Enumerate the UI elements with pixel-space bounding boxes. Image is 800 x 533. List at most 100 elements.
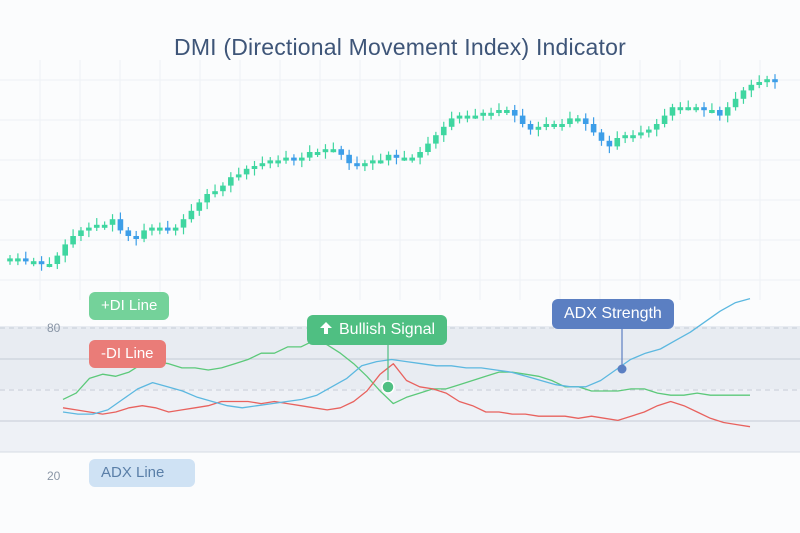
candle-body: [322, 149, 329, 153]
candle-body: [409, 157, 416, 161]
candle-body: [724, 107, 731, 116]
bullish-signal-marker: [381, 380, 395, 394]
candle-body: [740, 90, 747, 99]
plus-di-label: +DI Line: [89, 292, 170, 320]
candle-body: [448, 118, 455, 127]
arrow-up-icon: [320, 322, 332, 334]
candle-body: [15, 258, 21, 262]
candle-body: [30, 261, 37, 265]
candle-body: [180, 219, 187, 228]
adx-line: [62, 297, 751, 415]
candle-body: [527, 124, 534, 130]
candle-body: [212, 191, 218, 195]
candle-body: [362, 163, 368, 167]
candle-body: [22, 258, 29, 262]
candle-body: [275, 160, 281, 164]
candle-body: [575, 118, 581, 122]
candle-body: [314, 152, 321, 155]
candle-body: [354, 163, 360, 167]
candle-body: [267, 160, 274, 164]
y-tick-80: 80: [47, 321, 61, 335]
candle-body: [86, 227, 92, 231]
candle-body: [622, 135, 628, 139]
candle-body: [677, 107, 684, 111]
candle-body: [196, 202, 203, 211]
candle-body: [259, 163, 266, 167]
adx-label: ADX Line: [89, 459, 195, 487]
candle-body: [543, 124, 550, 127]
candle-body: [582, 118, 589, 124]
candle-body: [480, 112, 486, 116]
candle-body: [417, 152, 423, 158]
candle-body: [109, 219, 116, 225]
candle-body: [425, 143, 431, 152]
candle-body: [330, 149, 337, 153]
candle-body: [701, 107, 707, 111]
candle-body: [164, 227, 171, 231]
candle-body: [433, 135, 439, 144]
candle-body: [772, 79, 778, 83]
candle-body: [70, 236, 76, 245]
candle-body: [606, 140, 613, 147]
candle-body: [157, 227, 163, 231]
candle-body: [764, 79, 770, 83]
candle-body: [685, 107, 692, 111]
candle-body: [653, 124, 660, 130]
plus-di-line: [62, 339, 750, 405]
candle-body: [188, 210, 195, 220]
candle-body: [133, 236, 139, 239]
candle-body: [630, 135, 636, 139]
candle-body: [251, 166, 258, 169]
candle-body: [220, 185, 226, 192]
candle-body: [669, 107, 676, 116]
chart-title: DMI (Directional Movement Index) Indicat…: [174, 34, 626, 60]
candle-body: [172, 227, 179, 231]
price-candles: [7, 74, 778, 271]
candle-body: [401, 157, 408, 161]
candle-body: [235, 174, 242, 178]
candle-body: [38, 261, 45, 265]
candle-body: [385, 154, 392, 161]
candle-body: [346, 154, 352, 164]
candle-body: [535, 126, 542, 130]
candle-body: [551, 124, 557, 127]
bullish-signal-callout: Bullish Signal: [307, 315, 448, 345]
bullish-signal-text: Bullish Signal: [339, 321, 436, 338]
candle-body: [590, 124, 597, 133]
candle-body: [598, 132, 605, 141]
minus-di-label: -DI Line: [89, 340, 166, 368]
candle-body: [299, 157, 305, 161]
candle-body: [204, 194, 210, 203]
candle-body: [646, 129, 652, 133]
candle-body: [748, 84, 755, 91]
candle-body: [283, 157, 289, 161]
candle-body: [693, 107, 699, 111]
background-grid: [0, 60, 800, 300]
candle-body: [732, 98, 739, 108]
adx-strength-callout: ADX Strength: [552, 299, 674, 329]
candle-body: [456, 115, 463, 119]
candle-body: [338, 149, 345, 155]
candle-body: [464, 115, 471, 119]
candle-body: [62, 244, 69, 256]
candle-body: [78, 230, 84, 236]
candle-body: [472, 115, 479, 119]
candle-body: [54, 255, 61, 264]
candle-body: [519, 115, 526, 124]
candle-body: [117, 219, 124, 231]
candle-body: [638, 132, 644, 136]
candle-body: [369, 160, 376, 164]
candle-body: [291, 157, 297, 161]
candle-body: [756, 82, 763, 85]
candle-body: [93, 224, 100, 228]
candle-body: [614, 138, 621, 147]
candle-body: [46, 264, 53, 267]
candle-body: [125, 230, 132, 236]
candle-body: [488, 112, 494, 116]
candle-body: [243, 168, 250, 175]
y-tick-20: 20: [47, 469, 61, 483]
candle-body: [101, 224, 108, 228]
candle-body: [149, 227, 155, 231]
